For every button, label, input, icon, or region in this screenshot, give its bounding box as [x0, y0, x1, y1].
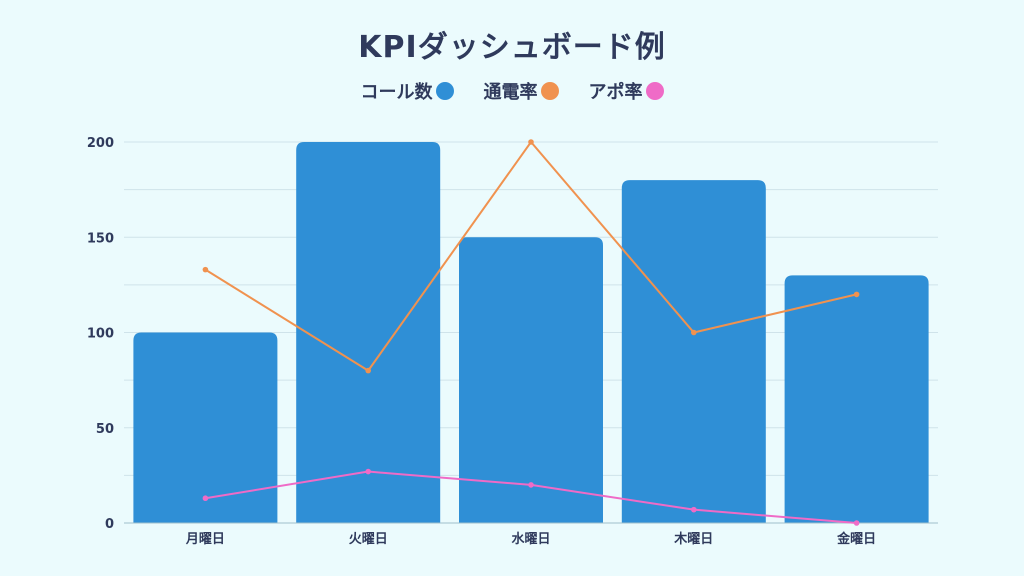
y-tick-label: 0: [105, 517, 114, 532]
legend-item-connect-rate: 通電率: [484, 78, 559, 104]
data-point: [365, 468, 372, 475]
bar: [621, 180, 766, 523]
bar: [459, 237, 603, 523]
data-point: [853, 291, 860, 298]
y-tick-label: 200: [87, 136, 114, 151]
data-point: [202, 266, 209, 273]
data-point: [691, 329, 697, 336]
data-point: [528, 482, 534, 488]
legend-swatch-appointment-rate: [645, 82, 664, 100]
data-point: [691, 506, 697, 513]
legend-swatch-calls: [435, 82, 454, 100]
y-tick-label: 100: [87, 327, 114, 342]
legend: コール数 通電率 アポ率: [0, 78, 1024, 104]
x-tick-label: 水曜日: [511, 531, 550, 547]
x-tick-label: 金曜日: [836, 531, 876, 547]
x-tick-label: 木曜日: [673, 531, 713, 547]
data-point: [853, 520, 860, 526]
bar: [784, 275, 929, 523]
bar: [296, 142, 441, 523]
legend-label-connect-rate: 通電率: [483, 82, 538, 103]
y-tick-label: 50: [96, 422, 114, 437]
legend-label-calls: コール数: [360, 82, 433, 103]
chart-title: KPIダッシュボード例: [358, 30, 666, 65]
bar: [133, 332, 278, 523]
data-point: [202, 495, 209, 502]
legend-swatch-connect-rate: [540, 82, 559, 100]
legend-item-appointment-rate: アポ率: [589, 78, 664, 104]
legend-item-calls: コール数: [361, 78, 454, 104]
y-tick-label: 150: [87, 231, 114, 246]
x-tick-label: 火曜日: [349, 532, 388, 547]
legend-label-appointment-rate: アポ率: [588, 82, 643, 103]
data-point: [528, 139, 534, 145]
data-point: [365, 367, 372, 374]
x-tick-label: 月曜日: [185, 532, 225, 547]
